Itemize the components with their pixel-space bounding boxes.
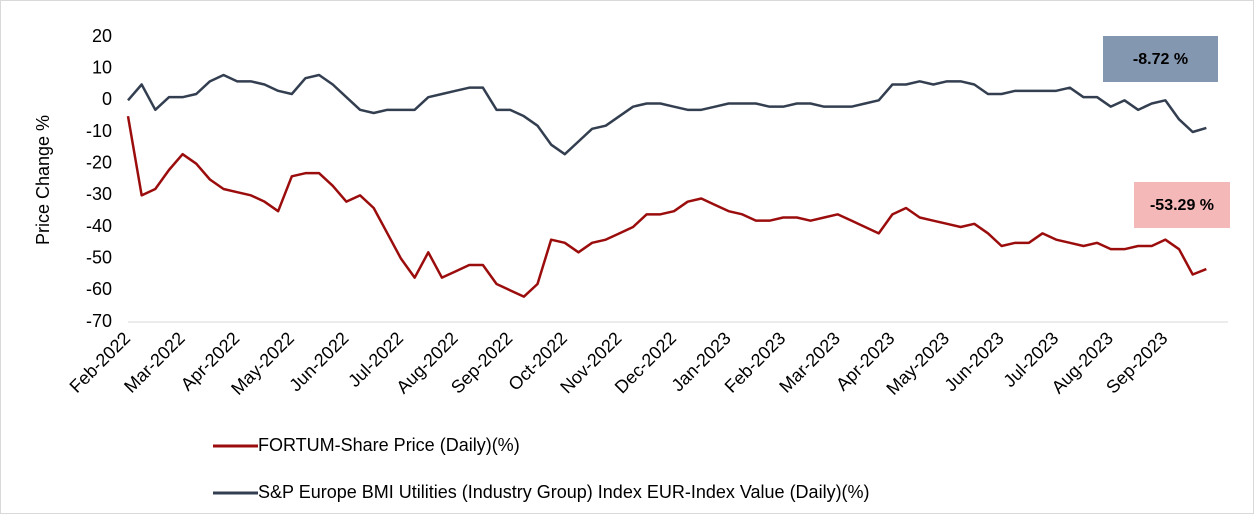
series-line <box>127 73 1207 156</box>
y-tick-label: 20 <box>92 26 112 46</box>
y-tick-label: 10 <box>92 57 112 77</box>
y-tick-label: 0 <box>102 89 112 109</box>
y-tick-label: -60 <box>86 279 112 299</box>
y-tick-label: -20 <box>86 152 112 172</box>
annotation-text: -8.72 % <box>1133 51 1188 68</box>
y-axis-label: Price Change % <box>33 115 53 245</box>
legend-label: FORTUM-Share Price (Daily)(%) <box>258 435 520 455</box>
y-tick-label: -50 <box>86 247 112 267</box>
y-tick-label: -10 <box>86 121 112 141</box>
series-line <box>126 115 1207 298</box>
annotation-box <box>1103 36 1218 82</box>
annotation-box <box>1134 182 1230 228</box>
y-tick-label: -30 <box>86 184 112 204</box>
legend-label: S&P Europe BMI Utilities (Industry Group… <box>258 482 870 502</box>
y-tick-label: -70 <box>86 311 112 331</box>
y-tick-label: -40 <box>86 216 112 236</box>
annotation-text: -53.29 % <box>1150 197 1214 214</box>
